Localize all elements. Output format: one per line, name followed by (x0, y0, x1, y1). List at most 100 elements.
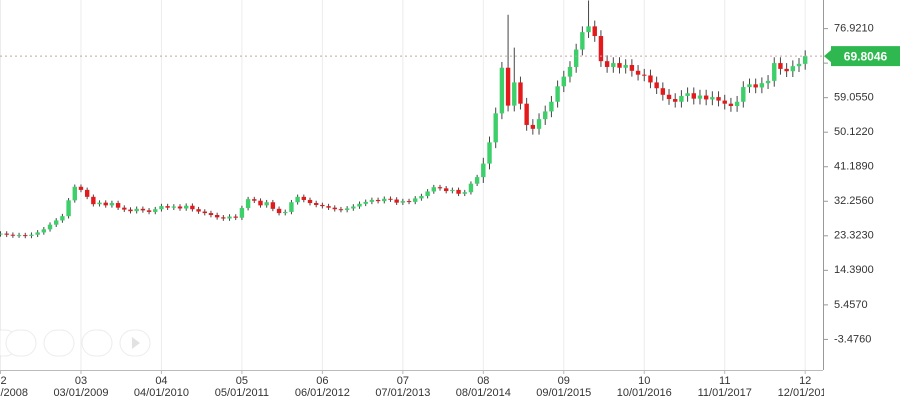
x-tick-label: 03 (75, 375, 87, 387)
candle-body (803, 56, 808, 64)
candle-body (283, 211, 288, 214)
candle-body (580, 32, 585, 50)
x-tick-label: 05 (236, 375, 248, 387)
y-tick-label: 32.2560 (834, 195, 874, 207)
candle-body (245, 199, 251, 209)
candle-body (0, 233, 3, 235)
candle-body (728, 103, 734, 107)
candle-body (313, 203, 319, 205)
candle-body (208, 213, 214, 216)
candle-body (375, 199, 381, 202)
candle-body (617, 63, 622, 68)
candle-body (493, 113, 498, 143)
zoom-in-button[interactable] (5, 329, 37, 357)
candle-body (122, 207, 127, 210)
candle-body (338, 209, 344, 211)
candle-body (778, 63, 783, 69)
candle-body (796, 63, 802, 67)
y-tick-label: 41.1890 (834, 161, 874, 173)
x-tick-date: 07/01/2013 (375, 387, 430, 399)
candle-body (487, 142, 492, 164)
candle-body (307, 199, 313, 204)
candle-body (648, 75, 653, 83)
candle-body (394, 199, 399, 203)
x-tick-label: 09 (558, 375, 570, 387)
candle-body (703, 95, 709, 100)
x-tick-label: 10 (638, 375, 650, 387)
x-tick-date: 11/01/2017 (698, 387, 752, 399)
x-tick-date: 06/01/2012 (295, 387, 350, 399)
candle-body (91, 196, 96, 205)
candle-body (363, 201, 368, 204)
candle-body (202, 211, 207, 214)
candle-body (462, 192, 467, 194)
candle-body (536, 119, 542, 129)
candle-body (543, 111, 548, 120)
candle-body (734, 101, 740, 107)
candle-body (419, 196, 424, 199)
last-price-pointer (824, 50, 831, 63)
candle-body (561, 76, 566, 87)
candle-body (351, 206, 356, 209)
candle-body (60, 216, 65, 221)
x-tick-date: 03/01/2009 (53, 387, 108, 399)
candle-body (573, 49, 579, 67)
candle-body (388, 198, 393, 200)
candle-body (555, 86, 560, 102)
candle-body (326, 206, 331, 208)
candle-body (382, 198, 387, 202)
candle-body (505, 67, 511, 106)
candle-body (518, 82, 523, 104)
candle-body (654, 82, 659, 89)
last-price-box (831, 46, 900, 67)
candle-body (790, 66, 796, 72)
zoom-out-button[interactable] (43, 329, 75, 357)
candle-body (592, 26, 597, 37)
candle-body (190, 205, 195, 210)
candle-body (78, 186, 84, 190)
candle-body (679, 95, 684, 102)
candle-body (289, 202, 294, 212)
candle-body (512, 82, 517, 106)
candle-body (159, 206, 164, 210)
candle-body (177, 206, 183, 209)
candle-body (233, 216, 238, 218)
candle-body (252, 199, 257, 201)
candle-body (41, 229, 47, 233)
last-price: 69.8046 (0, 46, 900, 67)
y-tick-label: -3.4760 (834, 333, 871, 345)
candle-body (413, 198, 418, 202)
candle-body (567, 66, 573, 77)
x-tick-date: 12/01/2018 (778, 387, 833, 399)
candle-body (23, 235, 28, 237)
candle-body (673, 99, 678, 102)
candle-body (499, 67, 505, 114)
candle-body (16, 235, 22, 237)
x-tick-label: 02 (0, 375, 7, 387)
candle-body (450, 189, 455, 192)
x-tick-label: 04 (155, 375, 167, 387)
candle-body (171, 206, 177, 208)
candle-body (66, 200, 71, 217)
zoom-controls (0, 329, 151, 357)
candle-body (629, 65, 635, 71)
candle-body (784, 68, 789, 72)
candle-body (221, 217, 226, 219)
candle-body (320, 204, 325, 207)
candle-body (301, 196, 307, 200)
candle-body (369, 199, 375, 202)
candle-body (128, 209, 133, 212)
candle-body (691, 93, 696, 99)
y-tick-label: 23.3230 (834, 230, 874, 242)
candle-body (530, 124, 536, 129)
x-tick-label: 11 (719, 375, 730, 387)
candle-body (54, 220, 59, 225)
candle-body (611, 63, 616, 67)
y-tick-label: 50.1220 (834, 126, 874, 138)
candle-body (214, 215, 220, 218)
reset-button[interactable] (81, 329, 113, 357)
candle-body (29, 234, 34, 236)
candle-body (344, 208, 350, 210)
candle-body (431, 187, 436, 192)
